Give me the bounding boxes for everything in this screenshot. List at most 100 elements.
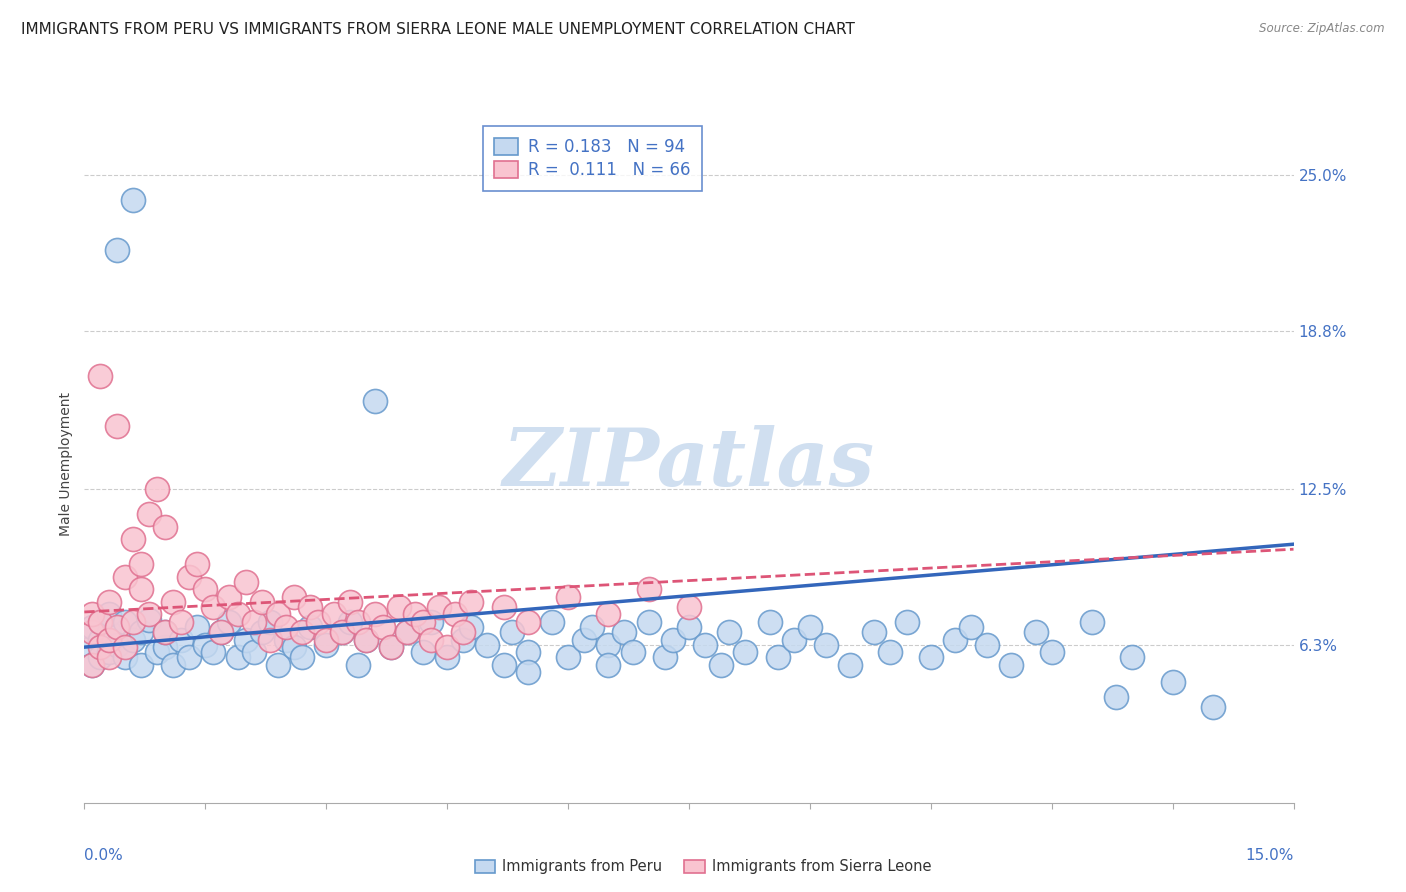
Point	[105, 620, 128, 634]
Point	[129, 625, 152, 640]
Point	[82, 640, 104, 654]
Text: ZIPatlas: ZIPatlas	[503, 425, 875, 502]
Point	[138, 507, 160, 521]
Point	[299, 620, 322, 634]
Point	[943, 632, 966, 647]
Point	[209, 625, 232, 640]
Point	[572, 632, 595, 647]
Point	[283, 590, 305, 604]
Point	[89, 615, 111, 629]
Point	[146, 645, 169, 659]
Point	[920, 650, 942, 665]
Point	[451, 632, 474, 647]
Point	[1202, 700, 1225, 714]
Point	[274, 620, 297, 634]
Point	[209, 625, 232, 640]
Point	[242, 645, 264, 659]
Point	[347, 615, 370, 629]
Point	[235, 632, 257, 647]
Point	[299, 599, 322, 614]
Point	[598, 607, 620, 622]
Point	[82, 607, 104, 622]
Text: 15.0%: 15.0%	[1246, 848, 1294, 863]
Point	[129, 558, 152, 572]
Point	[89, 632, 111, 647]
Point	[121, 193, 143, 207]
Text: IMMIGRANTS FROM PERU VS IMMIGRANTS FROM SIERRA LEONE MALE UNEMPLOYMENT CORRELATI: IMMIGRANTS FROM PERU VS IMMIGRANTS FROM …	[21, 22, 855, 37]
Point	[202, 599, 225, 614]
Point	[1161, 675, 1184, 690]
Point	[89, 368, 111, 383]
Point	[315, 638, 337, 652]
Point	[347, 657, 370, 672]
Point	[250, 595, 273, 609]
Point	[363, 394, 385, 409]
Point	[395, 625, 418, 640]
Point	[114, 640, 136, 654]
Point	[356, 632, 378, 647]
Point	[146, 482, 169, 496]
Point	[114, 570, 136, 584]
Point	[371, 620, 394, 634]
Point	[710, 657, 733, 672]
Point	[153, 640, 176, 654]
Point	[250, 625, 273, 640]
Point	[323, 607, 346, 622]
Point	[404, 607, 426, 622]
Point	[492, 657, 515, 672]
Point	[307, 615, 329, 629]
Point	[637, 615, 659, 629]
Point	[274, 632, 297, 647]
Point	[557, 590, 579, 604]
Point	[693, 638, 716, 652]
Point	[179, 650, 201, 665]
Point	[758, 615, 780, 629]
Point	[444, 607, 467, 622]
Point	[226, 650, 249, 665]
Point	[621, 645, 644, 659]
Point	[267, 657, 290, 672]
Point	[170, 615, 193, 629]
Point	[557, 650, 579, 665]
Point	[783, 632, 806, 647]
Point	[436, 650, 458, 665]
Point	[121, 615, 143, 629]
Point	[97, 595, 120, 609]
Point	[259, 615, 281, 629]
Point	[388, 599, 411, 614]
Point	[291, 650, 314, 665]
Point	[97, 607, 120, 622]
Point	[678, 599, 700, 614]
Point	[799, 620, 821, 634]
Point	[129, 582, 152, 597]
Point	[1040, 645, 1063, 659]
Point	[879, 645, 901, 659]
Point	[138, 607, 160, 622]
Point	[678, 620, 700, 634]
Y-axis label: Male Unemployment: Male Unemployment	[59, 392, 73, 536]
Point	[581, 620, 603, 634]
Point	[598, 638, 620, 652]
Point	[451, 625, 474, 640]
Point	[121, 532, 143, 546]
Point	[477, 638, 499, 652]
Point	[436, 640, 458, 654]
Point	[194, 638, 217, 652]
Point	[896, 615, 918, 629]
Point	[82, 625, 104, 640]
Point	[1025, 625, 1047, 640]
Point	[766, 650, 789, 665]
Point	[637, 582, 659, 597]
Point	[516, 645, 538, 659]
Point	[460, 595, 482, 609]
Point	[82, 657, 104, 672]
Point	[129, 657, 152, 672]
Legend: Immigrants from Peru, Immigrants from Sierra Leone: Immigrants from Peru, Immigrants from Si…	[468, 854, 938, 880]
Point	[395, 625, 418, 640]
Point	[218, 590, 240, 604]
Point	[138, 613, 160, 627]
Point	[501, 625, 523, 640]
Point	[105, 419, 128, 434]
Point	[162, 595, 184, 609]
Legend: R = 0.183   N = 94, R =  0.111   N = 66: R = 0.183 N = 94, R = 0.111 N = 66	[482, 127, 702, 191]
